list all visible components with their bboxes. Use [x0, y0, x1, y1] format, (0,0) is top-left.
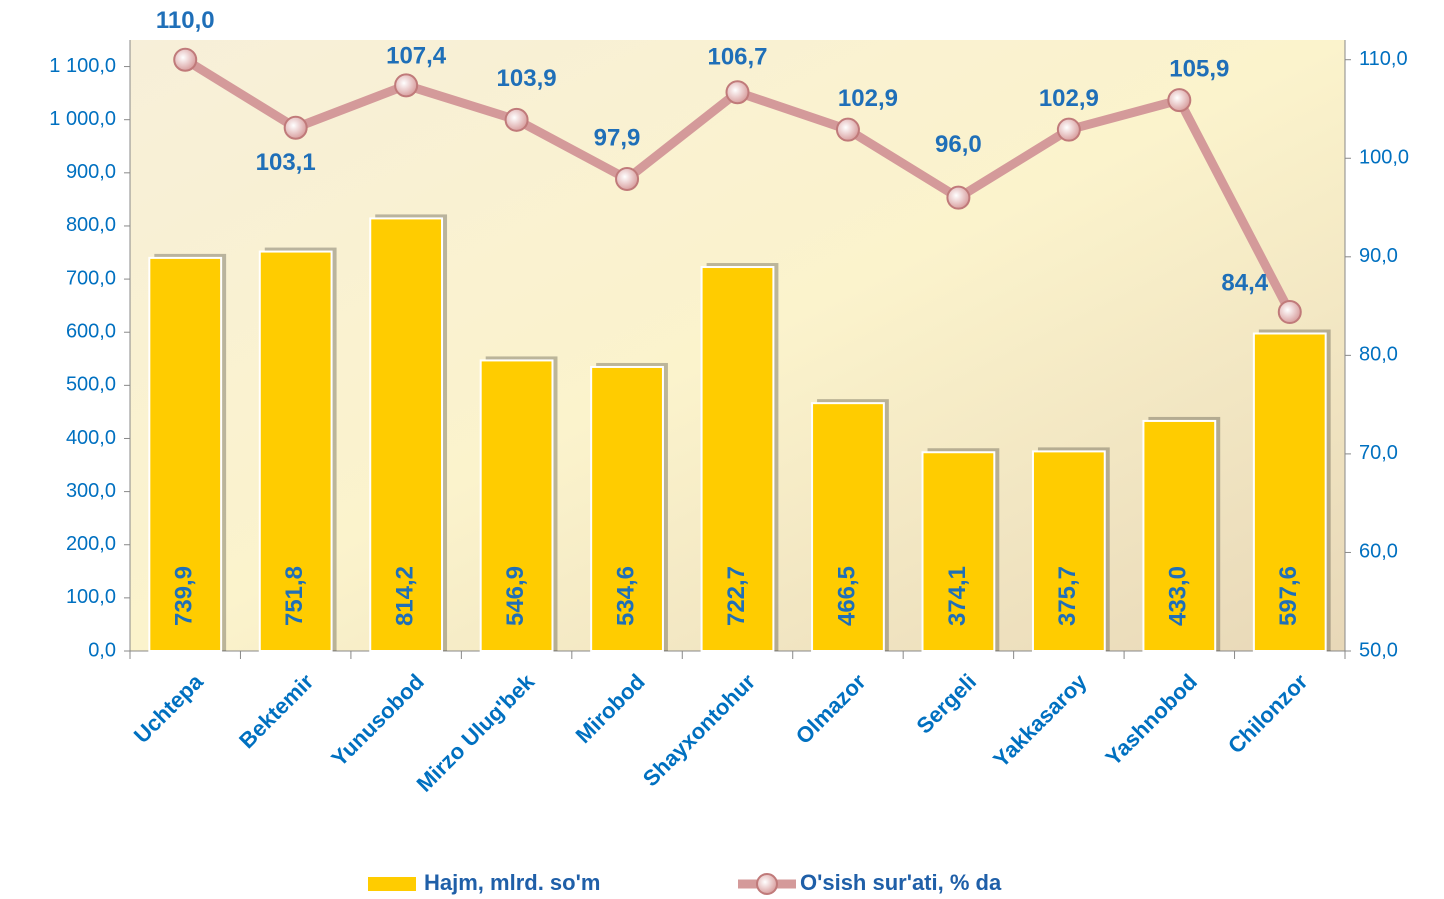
line-value-label: 103,1 [256, 149, 316, 176]
y-tick-label: 700,0 [66, 267, 116, 289]
bar [590, 365, 664, 652]
bar-value-label: 374,1 [944, 566, 971, 626]
line-marker [615, 166, 640, 191]
line-marker [725, 80, 750, 105]
line-value-label: 102,9 [1039, 85, 1099, 112]
x-tick-label: Sergeli [911, 669, 981, 739]
y2-tick-label: 60,0 [1359, 541, 1398, 563]
bar-value-label: 433,0 [1165, 566, 1192, 626]
line-marker [1277, 299, 1302, 324]
line-value-label: 107,4 [386, 43, 447, 70]
line-marker [835, 117, 860, 142]
bar-value-label: 375,7 [1054, 566, 1081, 626]
x-tick-label: Yashnobod [1100, 669, 1202, 771]
legend-label: Hajm, mlrd. so'm [424, 870, 600, 895]
bar [148, 256, 223, 652]
line-marker [946, 185, 971, 210]
x-tick-label: Yunusobod [326, 669, 428, 771]
bar-value-label: 751,8 [281, 566, 308, 626]
line-value-label: 103,9 [497, 65, 557, 92]
bar-value-label: 466,5 [833, 566, 860, 626]
y-tick-label: 300,0 [66, 480, 116, 502]
line-marker [173, 47, 198, 72]
y2-tick-label: 50,0 [1359, 639, 1398, 661]
legend-label: O'sish sur'ati, % da [800, 870, 1002, 895]
y-tick-label: 100,0 [66, 586, 116, 608]
x-tick-label: Yakkasaroy [988, 668, 1092, 772]
line-marker [394, 73, 419, 98]
y2-tick-label: 100,0 [1359, 147, 1409, 169]
bar [700, 266, 775, 652]
bar [1142, 419, 1217, 652]
bar-value-label: 722,7 [723, 566, 750, 626]
bar-value-label: 534,6 [612, 566, 639, 626]
x-tick-label: Mirobod [571, 669, 650, 748]
y-tick-label: 1 100,0 [49, 55, 116, 77]
line-marker [1056, 117, 1081, 142]
x-tick-label: Chilonzor [1223, 669, 1313, 759]
x-tick-label: Shayxontohur [638, 669, 761, 792]
line-value-label: 97,9 [594, 124, 641, 151]
bar-value-label: 739,9 [171, 566, 198, 626]
line-value-label: 110,0 [156, 7, 215, 34]
y2-tick-label: 80,0 [1359, 344, 1398, 366]
bar-value-label: 597,6 [1275, 566, 1302, 626]
legend-marker [756, 873, 778, 895]
bar [1031, 450, 1106, 652]
bar-value-label: 546,9 [502, 566, 529, 626]
y2-tick-label: 110,0 [1359, 48, 1408, 70]
y-tick-label: 500,0 [66, 374, 116, 396]
line-value-label: 96,0 [935, 131, 982, 158]
legend-swatch [368, 877, 416, 891]
x-tick-label: Uchtepa [129, 668, 209, 748]
line-marker [504, 107, 529, 132]
bar-value-label: 814,2 [391, 566, 418, 626]
y-tick-label: 400,0 [66, 427, 116, 449]
line-value-label: 106,7 [707, 44, 767, 71]
bar [921, 451, 996, 652]
y-tick-label: 900,0 [66, 161, 116, 183]
x-tick-label: Mirzo Ulug'bek [412, 668, 540, 796]
x-tick-label: Bektemir [234, 669, 319, 754]
y-tick-label: 600,0 [66, 320, 116, 342]
line-value-label: 102,9 [838, 85, 898, 112]
y-tick-label: 200,0 [66, 533, 116, 555]
x-tick-label: Olmazor [791, 669, 871, 749]
bar [811, 402, 885, 652]
bar [258, 250, 333, 652]
bar [479, 359, 554, 652]
bar [1252, 332, 1327, 652]
bar [369, 217, 444, 653]
line-value-label: 84,4 [1221, 269, 1268, 296]
line-value-label: 105,9 [1169, 55, 1229, 82]
line-marker [1167, 88, 1192, 113]
y2-tick-label: 70,0 [1359, 442, 1398, 464]
line-marker [283, 115, 308, 140]
y-tick-label: 1 000,0 [49, 108, 116, 130]
y2-tick-label: 90,0 [1359, 245, 1398, 267]
y-tick-label: 0,0 [88, 639, 116, 661]
y-tick-label: 800,0 [66, 214, 116, 236]
